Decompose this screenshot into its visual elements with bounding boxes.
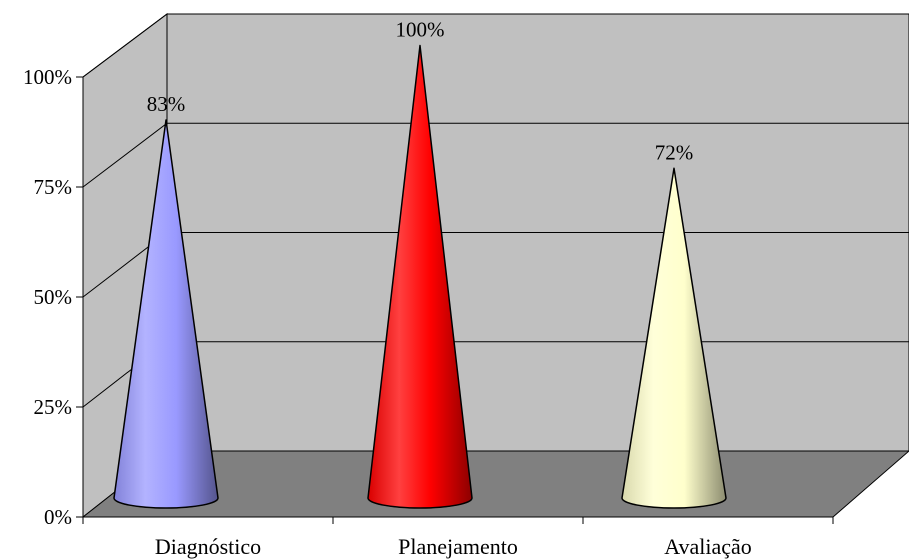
gridline	[82, 13, 909, 78]
data-label: 100%	[396, 18, 445, 42]
data-label: 83%	[147, 92, 186, 116]
series	[113, 44, 727, 509]
y-tick-label: 25%	[34, 395, 73, 419]
category-label: Diagnóstico	[155, 534, 261, 559]
y-tick-label: 75%	[34, 175, 73, 199]
y-tick-label: 100%	[23, 65, 72, 89]
cone-2	[367, 44, 473, 509]
cone-3	[621, 167, 727, 509]
y-tick-label: 50%	[34, 285, 73, 309]
axes	[76, 76, 834, 524]
category-label: Planejamento	[398, 534, 518, 559]
data-label: 72%	[655, 140, 694, 164]
y-tick-label: 0%	[44, 505, 72, 529]
cone-1	[113, 119, 219, 509]
category-label: Avaliação	[664, 534, 752, 559]
labels: 0% 25% 50% 75% 100% 83% Diagnóstico 100% Planeja…	[23, 18, 752, 559]
